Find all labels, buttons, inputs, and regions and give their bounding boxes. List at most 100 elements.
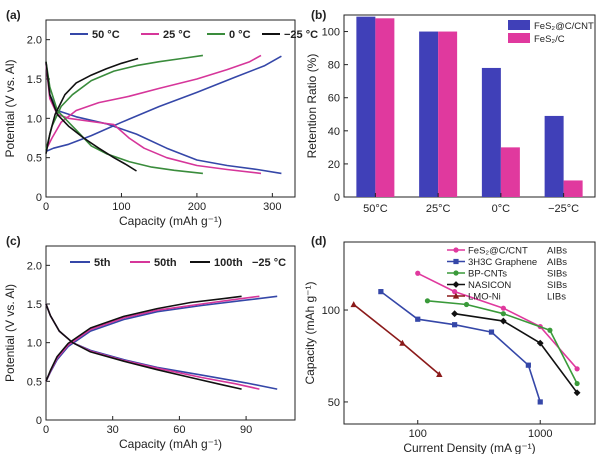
- legend-entry: 50th: [154, 257, 177, 269]
- bar-0-0: [356, 16, 376, 198]
- data-point: [399, 339, 406, 346]
- category-label: 25°C: [426, 203, 451, 215]
- legend-entry: 25 °C: [163, 29, 191, 41]
- series-line-3: [454, 312, 578, 394]
- y-tick-label: 0: [36, 192, 42, 204]
- data-point: [350, 301, 357, 308]
- data-point: [424, 298, 431, 304]
- panel-label: (b): [311, 8, 326, 22]
- charge-curve-0: [45, 55, 282, 153]
- x-tick-label: 1000: [528, 428, 552, 440]
- legend-swatch: [508, 33, 530, 43]
- y-tick-label: 0.5: [27, 153, 42, 165]
- legend-entry: NASICON: [468, 280, 511, 291]
- panel-label: (c): [6, 234, 21, 248]
- legend-entry: BP-CNTs: [468, 269, 507, 280]
- bar-0-1: [375, 18, 395, 197]
- y-tick-label: 20: [328, 159, 340, 171]
- x-tick-label: 60: [173, 424, 185, 436]
- y-axis-label: Potential (V vs. Al): [3, 284, 17, 382]
- legend-battery-type: SIBs: [547, 269, 567, 280]
- data-point: [574, 380, 580, 387]
- legend-entry: FeS₂@C/CNT: [468, 246, 528, 257]
- x-tick-label: 100: [409, 428, 427, 440]
- legend-marker: [453, 258, 459, 265]
- x-tick-label: 0: [43, 201, 49, 213]
- data-point: [573, 389, 581, 397]
- y-axis-label: Potential (V vs. Al): [3, 59, 17, 157]
- y-tick-label: 100: [322, 27, 340, 39]
- category-label: 0°C: [492, 203, 511, 215]
- panel-b: 0 20 40 60 80 100 Retention Ratio (%) (b) 50°C 25…: [305, 8, 596, 215]
- y-tick-label: 100: [322, 305, 340, 317]
- x-axis-label: Current Density (mA g⁻¹): [403, 441, 535, 454]
- legend-battery-type: SIBs: [547, 280, 567, 291]
- y-tick-label: 2.0: [27, 35, 42, 47]
- data-point: [536, 339, 544, 347]
- x-tick-label: 100: [112, 201, 130, 213]
- series-line-1: [380, 290, 541, 403]
- x-tick-label: 30: [107, 424, 119, 436]
- y-tick-label: 1.5: [27, 74, 42, 86]
- data-point: [488, 329, 495, 335]
- bar-2-0: [481, 67, 501, 197]
- discharge-curve-3: [45, 61, 137, 172]
- category-label: −25°C: [548, 203, 579, 215]
- plot-frame: [45, 19, 296, 198]
- data-point: [547, 327, 553, 333]
- data-point: [451, 310, 459, 318]
- x-tick-label: 200: [188, 201, 206, 213]
- legend-entry: 100th: [214, 257, 243, 269]
- y-tick-label: 40: [328, 126, 340, 138]
- discharge-curve-1: [45, 303, 260, 390]
- y-tick-label: 0: [36, 415, 42, 427]
- legend-entry: 0 °C: [229, 29, 251, 41]
- legend-battery-type: LIBs: [547, 292, 566, 303]
- charge-curve-2: [45, 54, 204, 150]
- legend-entry: −25 °C: [284, 29, 318, 41]
- charge-curve-1: [45, 54, 262, 151]
- y-tick-label: 1.0: [27, 113, 42, 125]
- data-point: [574, 366, 580, 372]
- x-axis-label: Capacity (mAh g⁻¹): [119, 437, 222, 451]
- y-tick-label: 0: [334, 192, 340, 204]
- legend-entry: 50 °C: [92, 29, 120, 41]
- legend-swatch: [508, 20, 530, 30]
- y-tick-label: 2.0: [27, 260, 42, 272]
- data-point: [415, 316, 421, 322]
- plot-frame: [343, 241, 596, 425]
- y-tick-label: 1.0: [27, 338, 42, 350]
- y-tick-label: 50: [328, 397, 340, 409]
- panel-label: (a): [6, 8, 21, 22]
- legend-entry: FeS₂/C: [534, 34, 565, 45]
- legend-entry: LMO-Ni: [468, 292, 501, 303]
- panel-label: (d): [311, 234, 326, 248]
- legend-entry: 3H3C Graphene: [468, 257, 537, 268]
- plot-frame: [343, 14, 596, 198]
- series-line-4: [353, 303, 440, 376]
- y-tick-label: 60: [328, 93, 340, 105]
- panel-a: 0 100 200 300 0 0.5 1.0 1.5 2.0 Capacity (mAh g⁻¹…: [3, 8, 318, 228]
- data-point: [378, 289, 384, 295]
- data-point: [499, 317, 507, 325]
- legend-marker: [453, 270, 459, 276]
- x-axis-label: Capacity (mAh g⁻¹): [119, 214, 222, 228]
- data-point: [415, 270, 421, 276]
- y-axis-label: Capacity (mAh g⁻¹): [303, 281, 317, 384]
- legend-marker: [452, 292, 460, 299]
- y-tick-label: 1.5: [27, 299, 42, 311]
- bar-3-1: [563, 180, 583, 197]
- legend-battery-type: AIBs: [547, 246, 567, 257]
- legend-battery-type: AIBs: [547, 257, 567, 268]
- x-tick-label: 0: [43, 424, 49, 436]
- annotation-temperature: −25 °C: [252, 257, 286, 269]
- bar-2-1: [500, 147, 520, 197]
- bar-3-0: [544, 115, 564, 197]
- legend-entry: 5th: [94, 257, 111, 269]
- x-tick-label: 300: [263, 201, 281, 213]
- x-tick-label: 90: [240, 424, 252, 436]
- y-tick-label: 80: [328, 60, 340, 72]
- bar-1-0: [419, 31, 439, 197]
